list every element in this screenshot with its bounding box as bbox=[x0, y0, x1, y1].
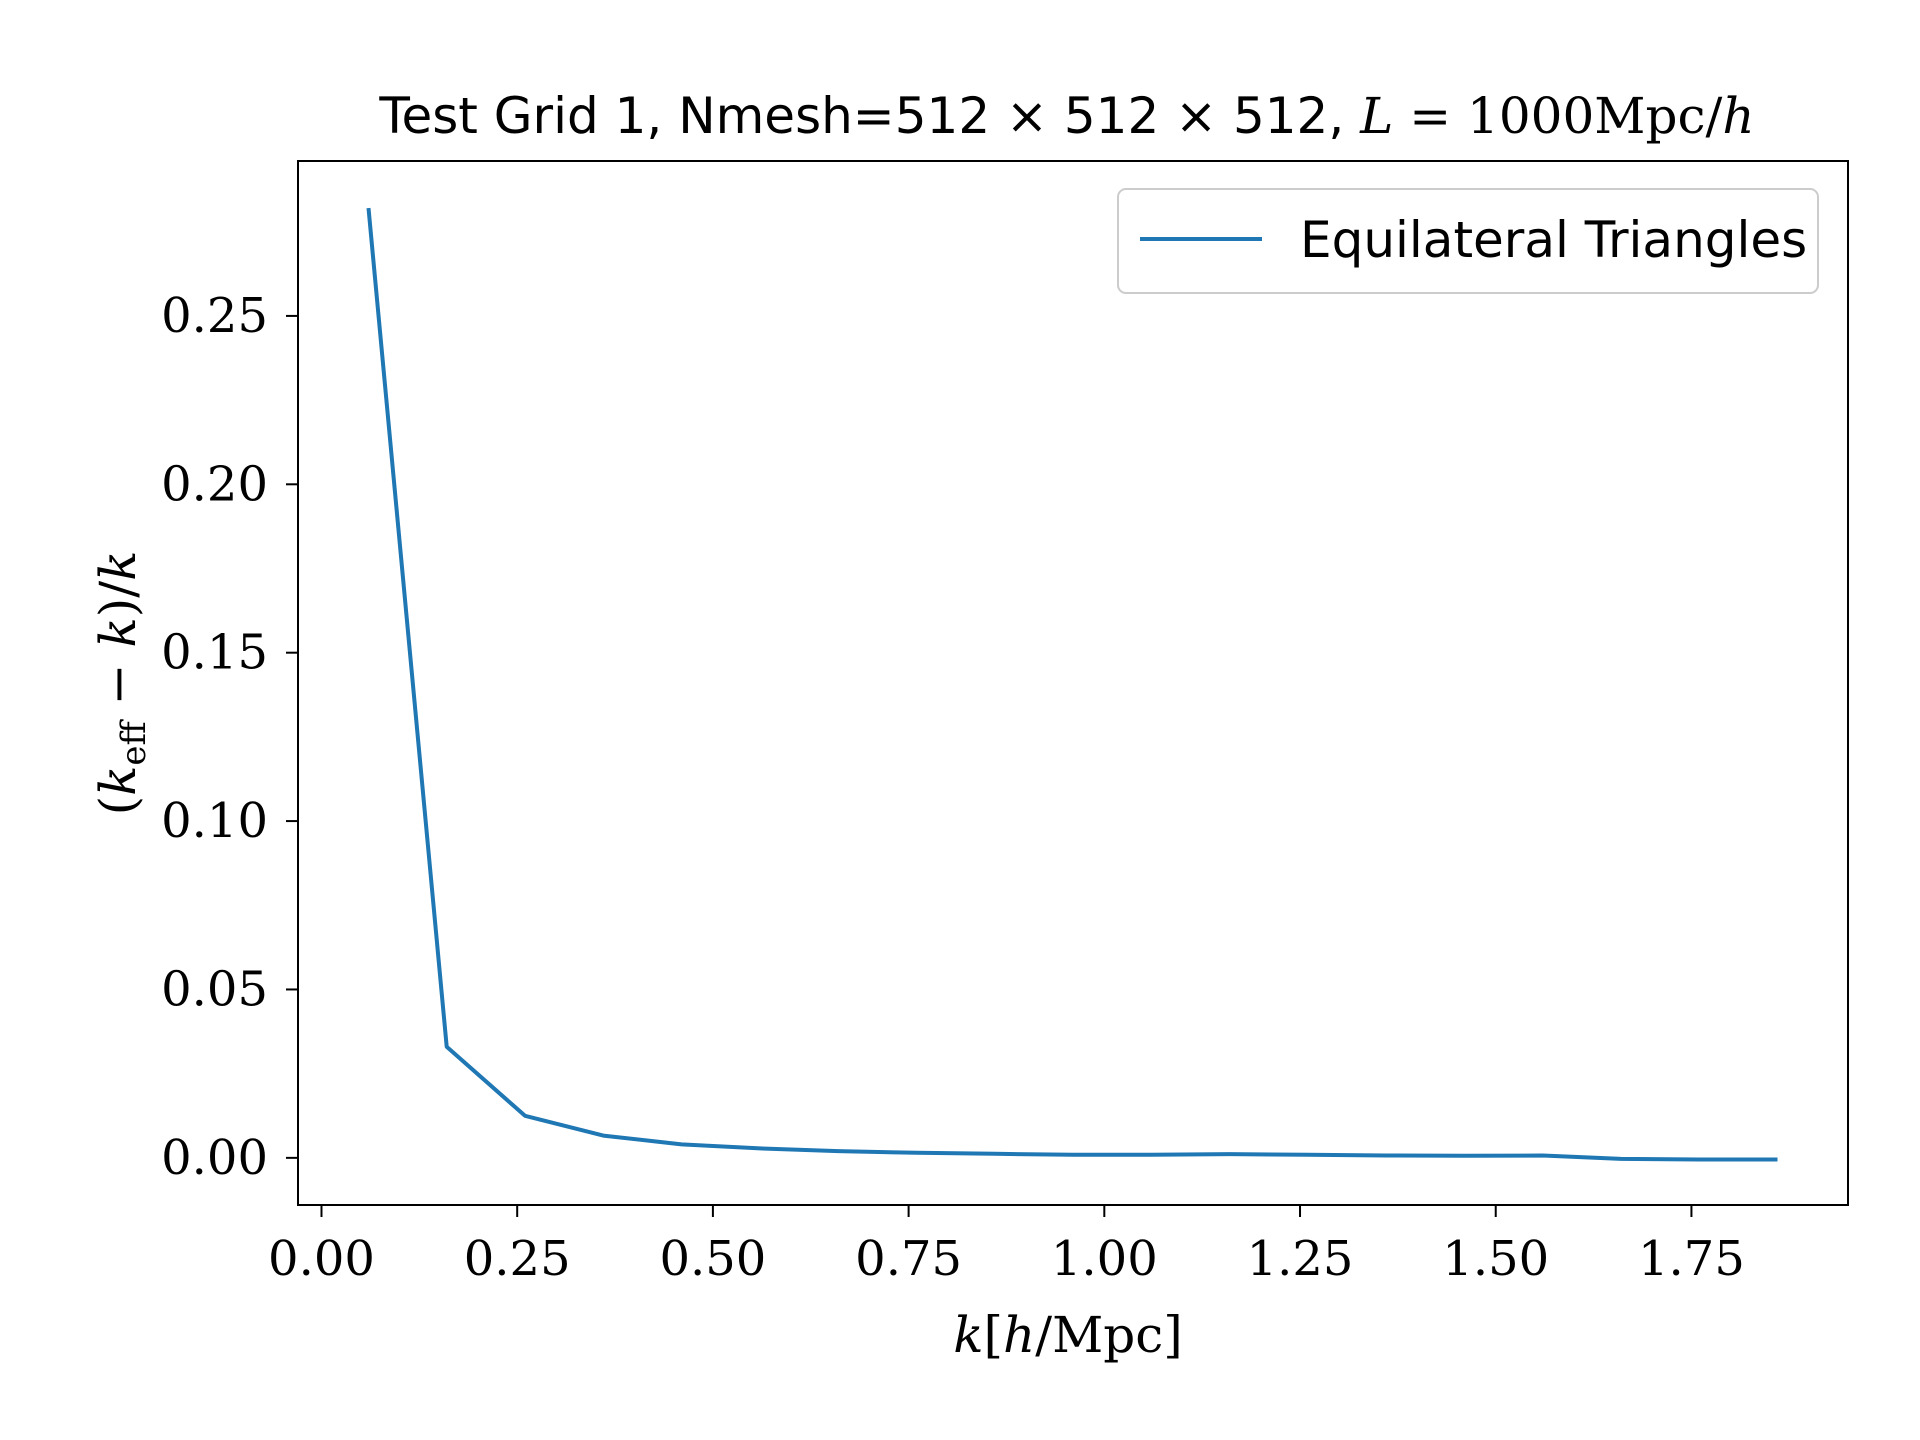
x-axis-label: k[h/Mpc] bbox=[953, 1306, 1183, 1364]
x-tick-label: 1.50 bbox=[1442, 1231, 1549, 1287]
series-line-equilateral-triangles bbox=[366, 207, 1778, 1162]
y-tick-label: 0.00 bbox=[161, 1130, 268, 1186]
y-tick-label: 0.25 bbox=[161, 288, 268, 344]
x-tick-label: 1.75 bbox=[1638, 1231, 1745, 1287]
x-tick-label: 0.00 bbox=[268, 1231, 375, 1287]
x-ticks: 0.00 0.25 0.50 0.75 1.00 1.25 1.50 1.75 bbox=[268, 1205, 1745, 1287]
series-group bbox=[366, 207, 1778, 1162]
y-tick-label: 0.10 bbox=[161, 793, 268, 849]
chart-title: Test Grid 1, Nmesh=512 × 512 × 512, L = … bbox=[378, 87, 1754, 145]
y-tick-label: 0.05 bbox=[161, 961, 268, 1017]
legend-label: Equilateral Triangles bbox=[1300, 211, 1807, 269]
x-tick-label: 0.75 bbox=[855, 1231, 962, 1287]
legend-box bbox=[1117, 188, 1819, 294]
x-tick-label: 0.25 bbox=[464, 1231, 571, 1287]
y-ticks: 0.00 0.05 0.10 0.15 0.20 0.25 bbox=[161, 288, 298, 1186]
x-tick-label: 1.00 bbox=[1051, 1231, 1158, 1287]
y-tick-label: 0.15 bbox=[161, 625, 268, 681]
legend: Equilateral Triangles bbox=[1117, 188, 1819, 294]
plot-area bbox=[297, 160, 1849, 1206]
y-tick-label: 0.20 bbox=[161, 456, 268, 512]
x-tick-label: 1.25 bbox=[1247, 1231, 1354, 1287]
x-tick-label: 0.50 bbox=[659, 1231, 766, 1287]
y-axis-label: (keff − k)/k bbox=[89, 551, 154, 816]
